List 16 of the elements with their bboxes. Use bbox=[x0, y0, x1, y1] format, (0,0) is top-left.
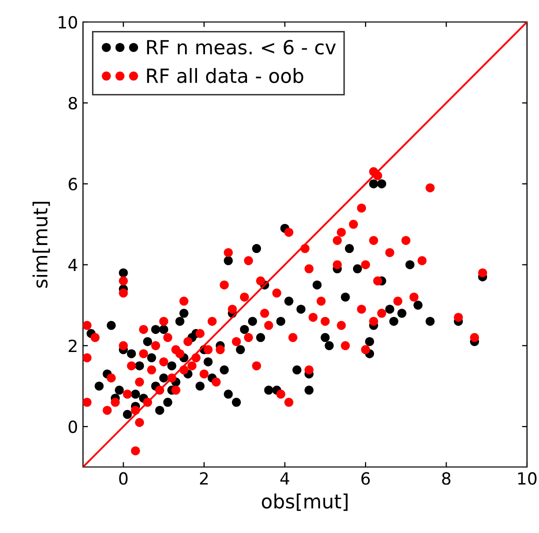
x-tick-label: 10 bbox=[518, 472, 536, 485]
legend-label: RF n meas. < 6 - cv bbox=[147, 40, 336, 55]
x-tick-label: 8 bbox=[442, 472, 450, 485]
y-tick-label: 10 bbox=[58, 16, 78, 29]
y-tick-label: 8 bbox=[68, 96, 77, 110]
y-tick-label: 2 bbox=[68, 340, 76, 352]
x-tick-label: 4 bbox=[280, 472, 290, 485]
y-axis-title: sim[mut] bbox=[32, 202, 50, 288]
y-tick-label: 6 bbox=[68, 178, 78, 190]
legend-label: RF all data - oob bbox=[147, 68, 304, 84]
x-tick-label: 0 bbox=[119, 472, 128, 485]
y-tick-label: 0 bbox=[68, 420, 78, 434]
x-tick-label: 6 bbox=[361, 472, 370, 485]
x-tick-label: 2 bbox=[200, 472, 208, 485]
y-tick-label: 4 bbox=[68, 258, 78, 272]
x-axis-title: obs[mut] bbox=[262, 494, 348, 511]
